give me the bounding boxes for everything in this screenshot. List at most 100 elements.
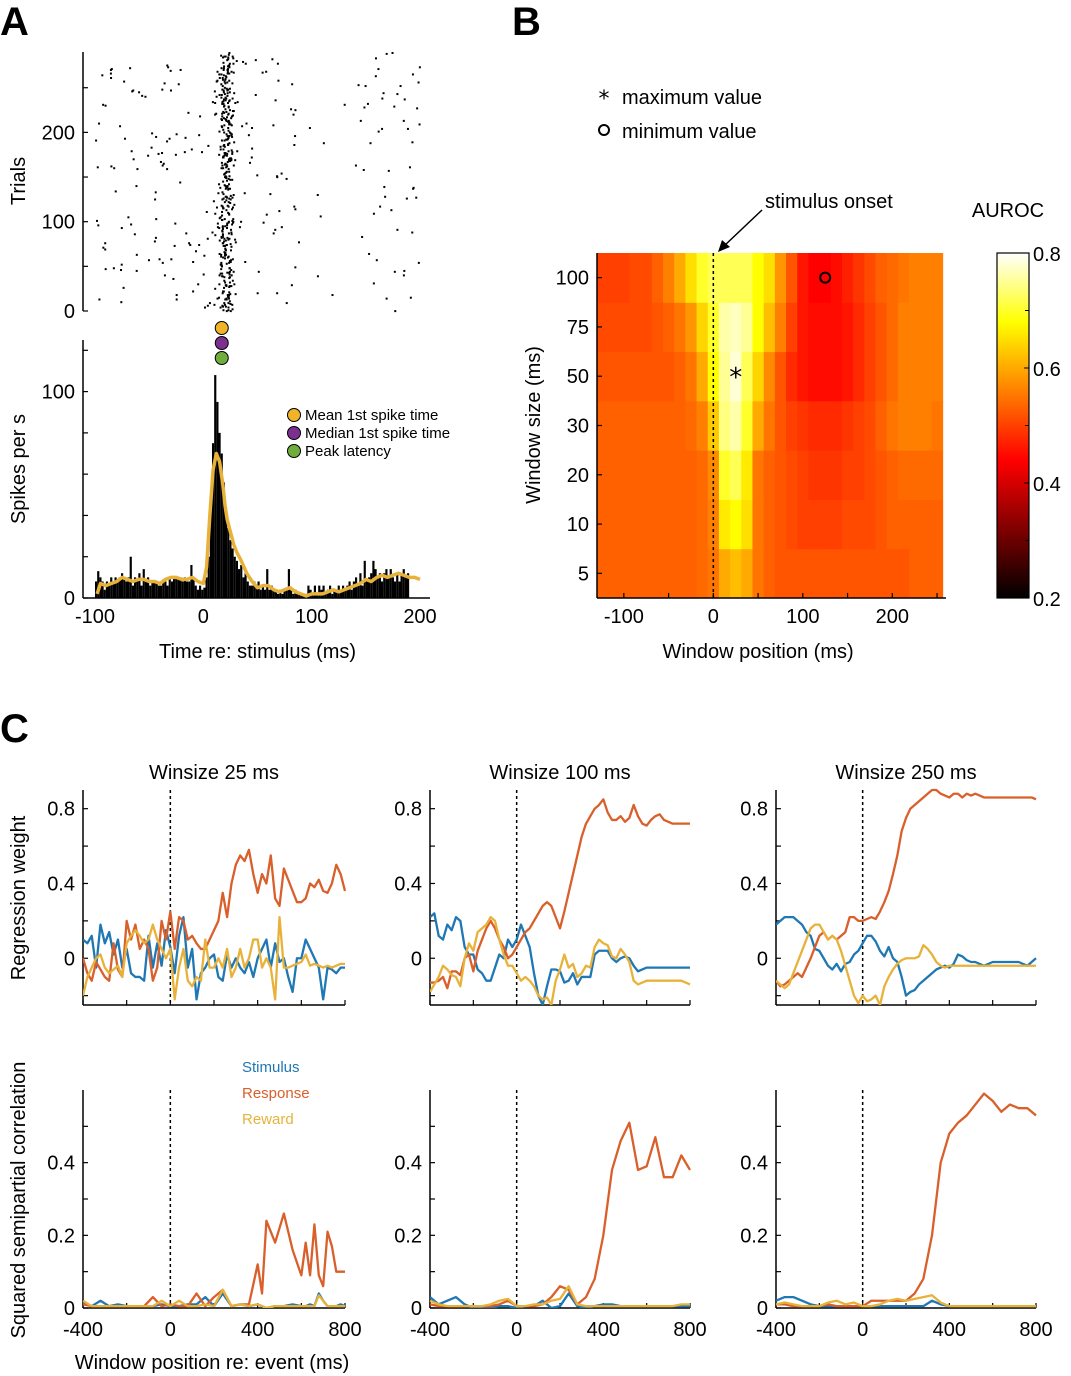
spike-tick <box>228 109 231 112</box>
spike-tick <box>129 67 132 70</box>
heatmap-cell <box>618 351 630 402</box>
psth-bar <box>274 589 277 598</box>
heatmap-cell <box>618 499 630 550</box>
heatmap-cell <box>696 302 709 353</box>
heatmap-cell <box>685 400 698 451</box>
psth-bar <box>355 577 358 598</box>
heatmap-cell <box>696 400 709 451</box>
spike-tick <box>104 242 107 245</box>
spike-tick <box>219 306 222 309</box>
spike-tick <box>138 91 141 94</box>
psth-bar <box>136 581 139 598</box>
spike-tick <box>216 70 219 73</box>
heatmap-cell <box>897 351 910 402</box>
spike-tick <box>225 163 228 166</box>
psth-bar <box>348 581 351 598</box>
spike-tick <box>220 261 223 264</box>
colorbar <box>996 252 1030 599</box>
spike-tick <box>201 151 204 154</box>
spike-tick <box>225 166 228 169</box>
heatmap-cell <box>797 253 809 303</box>
spike-tick <box>231 258 234 261</box>
heatmap-cell <box>730 450 742 500</box>
spike-tick <box>418 123 421 126</box>
psth-bar <box>261 585 264 598</box>
spike-tick <box>232 114 235 117</box>
heatmap-cell <box>819 253 832 303</box>
spike-tick <box>216 297 219 300</box>
spike-tick <box>179 181 182 184</box>
spike-tick <box>362 168 365 171</box>
heatmap-y-tick-label: 50 <box>567 366 589 388</box>
spike-tick <box>223 240 226 243</box>
psth-bar <box>134 577 137 598</box>
psth-bar <box>101 581 104 598</box>
heatmap-cell <box>864 400 877 451</box>
psth-bar <box>97 571 100 598</box>
psth-bar <box>112 581 115 598</box>
spike-tick <box>221 229 224 232</box>
psth-bar <box>324 593 327 598</box>
heatmap-cell <box>763 548 776 599</box>
heatmap-cell <box>853 499 865 550</box>
spike-tick <box>316 275 319 278</box>
spike-tick <box>229 178 232 181</box>
heatmap-cell <box>597 302 608 353</box>
spike-tick <box>218 274 221 277</box>
psth-bar <box>404 577 407 598</box>
series-line-reward <box>430 915 691 1005</box>
spike-tick <box>127 216 130 219</box>
heatmap-cell <box>752 302 765 353</box>
psth-bar <box>331 593 334 598</box>
heatmap-cell <box>841 499 854 550</box>
heatmap-cell <box>662 548 675 599</box>
spike-tick <box>227 187 230 190</box>
spike-tick <box>222 207 225 210</box>
spike-tick <box>218 93 221 96</box>
spike-tick <box>399 85 402 88</box>
spike-tick <box>231 178 234 181</box>
spike-tick <box>166 140 169 143</box>
spike-tick <box>163 274 166 277</box>
heatmap-cell <box>786 302 798 353</box>
heatmap-cell <box>841 548 854 599</box>
spike-tick <box>251 147 254 150</box>
heatmap-cell <box>718 302 731 353</box>
psth-bar <box>370 573 373 598</box>
heatmap-cell <box>774 450 787 500</box>
spike-tick <box>223 184 226 187</box>
heatmap-cell <box>651 302 664 353</box>
psth-bar <box>357 585 360 598</box>
spike-tick <box>190 148 193 151</box>
spike-tick <box>104 248 107 251</box>
colorbar-tick-label: 0.6 <box>1033 359 1061 381</box>
spike-tick <box>374 75 377 78</box>
heatmap-cell <box>618 450 630 500</box>
heatmap-cell <box>786 400 798 451</box>
spike-tick <box>199 115 202 118</box>
psth-bar <box>162 581 165 598</box>
spike-tick <box>230 274 233 277</box>
psth-bar <box>264 589 267 598</box>
spike-tick <box>102 103 105 106</box>
series-line-reward <box>83 1288 345 1308</box>
heatmap-cell <box>819 400 832 451</box>
psth-bar <box>183 577 186 598</box>
spike-tick <box>141 94 144 97</box>
psth-x-tick-label: 100 <box>295 606 328 628</box>
spike-tick <box>231 219 234 222</box>
heatmap-cell <box>909 253 921 303</box>
legend-min-symbol <box>598 124 610 136</box>
heatmap-cell <box>685 548 698 599</box>
spike-tick <box>229 202 232 205</box>
spike-tick <box>368 252 371 255</box>
psth-bar <box>123 577 126 598</box>
spike-tick <box>221 102 224 105</box>
spike-tick <box>220 255 223 258</box>
spike-tick <box>227 136 230 139</box>
psth-bar <box>318 585 321 598</box>
psth-bar <box>199 585 202 598</box>
spike-tick <box>232 194 235 197</box>
psth-bar <box>108 585 111 598</box>
spike-tick <box>227 211 230 214</box>
